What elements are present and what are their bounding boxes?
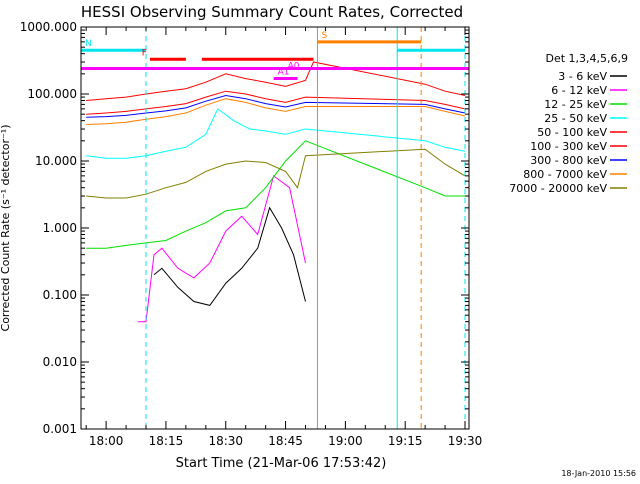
x-tick-label-7: 19:30 xyxy=(448,434,483,448)
legend-label-6: 100 - 300 keV xyxy=(530,140,607,153)
series-line-9 xyxy=(86,148,466,199)
series-line-8 xyxy=(86,98,466,125)
annotation-label-3: S xyxy=(321,31,327,41)
series-line-5 xyxy=(86,61,466,101)
y-tick-label-1: 0.001 xyxy=(43,422,77,436)
series-line-3 xyxy=(86,140,465,249)
x-tick-label-1: 18:00 xyxy=(89,434,124,448)
annotation-label-1: N xyxy=(85,39,92,49)
annotation-label-6: A1 xyxy=(278,68,290,78)
y-tick-label-4: 1.000 xyxy=(43,221,77,235)
x-axis-label: Start Time (21-Mar-06 17:53:42) xyxy=(176,456,387,471)
series-line-7 xyxy=(86,94,466,118)
axes: 0.001 0.010 0.100 1.000 10.000 100.000 1000.00… xyxy=(20,20,483,448)
x-tick-label-5: 19:00 xyxy=(328,434,363,448)
y-tick-label-2: 0.010 xyxy=(43,355,77,369)
legend-label-1: 3 - 6 keV xyxy=(558,70,607,83)
chart-title: HESSI Observing Summary Count Rates, Cor… xyxy=(81,3,463,21)
series-line-1 xyxy=(153,206,306,306)
y-tick-label-7: 1000.000 xyxy=(20,20,77,34)
series-line-6 xyxy=(86,90,466,115)
x-tick-label-6: 19:15 xyxy=(388,434,423,448)
y-tick-label-6: 100.000 xyxy=(27,87,77,101)
legend-label-4: 25 - 50 keV xyxy=(544,112,607,125)
annotation-label-4: F xyxy=(142,48,147,58)
legend-label-7: 300 - 800 keV xyxy=(530,154,607,167)
legend-label-5: 50 - 100 keV xyxy=(537,126,607,139)
y-tick-label-3: 0.100 xyxy=(43,288,77,302)
series-line-4 xyxy=(86,108,466,159)
y-tick-label-5: 10.000 xyxy=(35,154,77,168)
series-line-2 xyxy=(138,175,306,323)
x-tick-label-2: 18:15 xyxy=(149,434,184,448)
legend-label-2: 6 - 12 keV xyxy=(551,84,607,97)
x-tick-label-3: 18:30 xyxy=(208,434,243,448)
y-axis-label: Corrected Count Rate (s⁻¹ detector⁻¹) xyxy=(0,125,12,332)
x-tick-label-4: 18:45 xyxy=(268,434,303,448)
timestamp: 18-Jan-2010 15:56 xyxy=(561,469,636,478)
legend-label-9: 7000 - 20000 keV xyxy=(509,182,607,195)
legend-title: Det 1,3,4,5,6,9 xyxy=(545,52,628,65)
annotation-label-7: A0 xyxy=(288,61,300,71)
legend-label-8: 800 - 7000 keV xyxy=(523,168,607,181)
legend-label-3: 12 - 25 keV xyxy=(544,98,607,111)
